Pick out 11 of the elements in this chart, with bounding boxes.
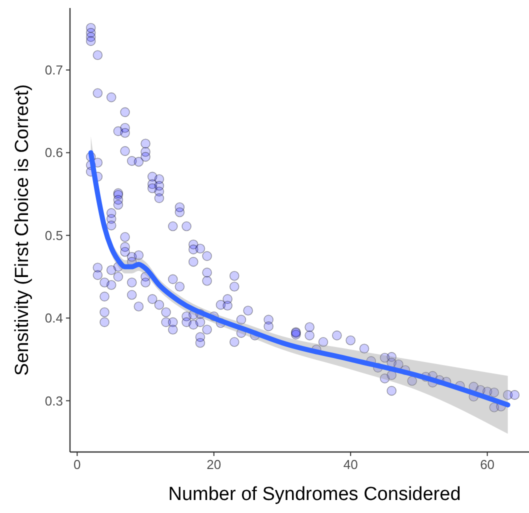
y-tick-label: 0.6 xyxy=(44,145,63,160)
y-tick-label: 0.5 xyxy=(44,228,63,243)
x-tick-label: 0 xyxy=(74,457,81,472)
x-tick-label: 20 xyxy=(206,457,222,472)
y-tick-label: 0.7 xyxy=(44,62,63,78)
x-tick-label: 60 xyxy=(480,457,495,472)
y-axis-title: Sensitivity (First Choice is Correct) xyxy=(12,84,33,376)
x-tick-label: 40 xyxy=(343,457,358,472)
y-tick-label: 0.4 xyxy=(44,310,63,326)
y-tick-label: 0.3 xyxy=(44,393,63,408)
x-axis-title: Number of Syndromes Considered xyxy=(168,484,461,505)
